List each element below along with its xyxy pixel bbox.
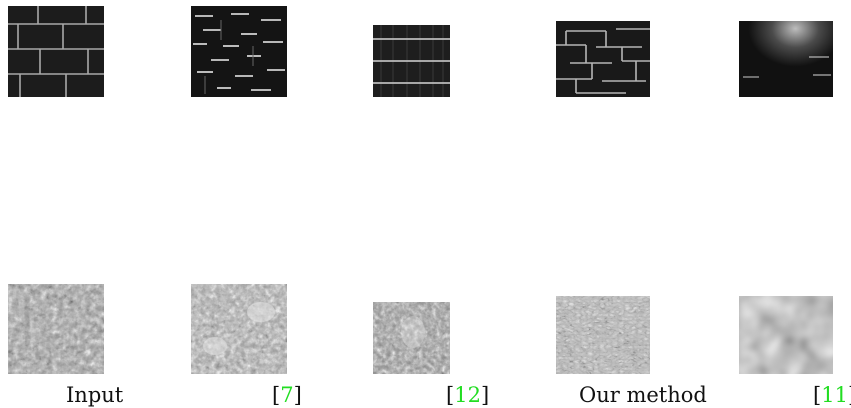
column-caption-input: Input (66, 383, 124, 407)
citation-link-11[interactable]: 11 (821, 383, 848, 407)
stone-result-our-method-image (556, 296, 650, 374)
citation-link-7[interactable]: 7 (280, 383, 294, 407)
brick-input-image (8, 6, 104, 97)
brick-result-ref7-image (191, 6, 287, 97)
column-caption-ref11: [11] (813, 383, 851, 407)
column-caption-ref7: [7] (272, 383, 302, 407)
stone-input-image (8, 284, 104, 374)
stone-result-ref7-image (191, 284, 287, 374)
stone-result-ref12-image (373, 302, 450, 374)
brick-result-ref12-image (373, 25, 450, 97)
column-caption-ref12: [12] (446, 383, 490, 407)
citation-link-12[interactable]: 12 (454, 383, 481, 407)
brick-result-our-method-image (556, 21, 650, 97)
stone-result-ref11-image (739, 296, 833, 374)
brick-result-ref11-image (739, 21, 833, 97)
column-caption-our-method: Our method (579, 383, 707, 407)
